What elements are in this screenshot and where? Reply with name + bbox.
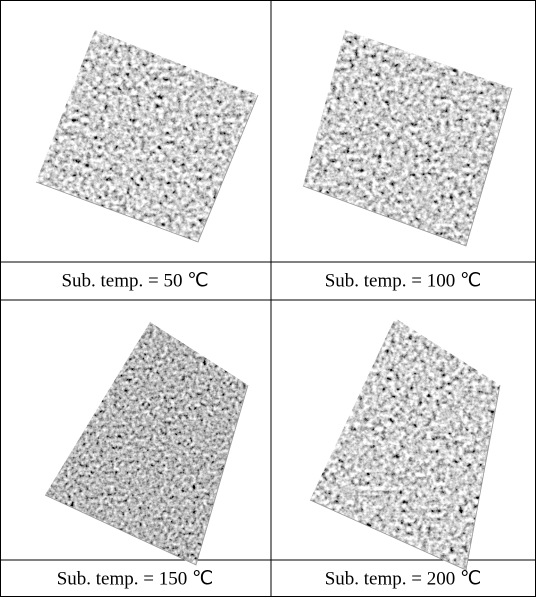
caption: Sub. temp. = 150 ℃: [57, 568, 214, 589]
afm-image: [40, 318, 255, 570]
afm-image: [298, 25, 518, 250]
caption: Sub. temp. = 50 ℃: [61, 270, 208, 291]
caption: Sub. temp. = 100 ℃: [325, 270, 482, 291]
caption: Sub. temp. = 200 ℃: [325, 568, 482, 589]
afm-image: [305, 312, 505, 574]
afm-image: [30, 25, 265, 250]
figure: Sub. temp. = 50 ℃ Sub. temp. = 100 ℃ Sub…: [0, 0, 536, 597]
